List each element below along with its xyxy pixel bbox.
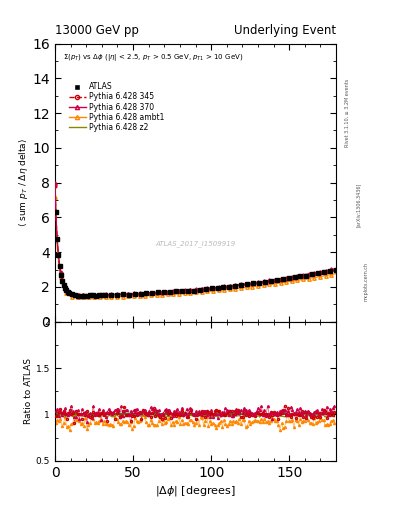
Text: [arXiv:1306.3436]: [arXiv:1306.3436] bbox=[356, 183, 361, 227]
Line: ATLAS: ATLAS bbox=[54, 210, 338, 297]
Text: $\Sigma(p_T)$ vs $\Delta\phi$ ($|\eta|$ < 2.5, $p_T$ > 0.5 GeV, $p_{T1}$ > 10 Ge: $\Sigma(p_T)$ vs $\Delta\phi$ ($|\eta|$ … bbox=[63, 52, 244, 63]
ATLAS bbox=[60, 278, 65, 284]
Y-axis label: $\langle$ sum $p_T$ / $\Delta\eta$ delta$\rangle$: $\langle$ sum $p_T$ / $\Delta\eta$ delta… bbox=[17, 138, 29, 227]
ATLAS bbox=[88, 292, 92, 298]
ATLAS bbox=[53, 209, 58, 215]
Text: ATLAS_2017_I1509919: ATLAS_2017_I1509919 bbox=[155, 241, 236, 247]
Text: Underlying Event: Underlying Event bbox=[234, 24, 336, 37]
X-axis label: $|\Delta\phi|$ [degrees]: $|\Delta\phi|$ [degrees] bbox=[155, 484, 236, 498]
ATLAS bbox=[292, 274, 297, 280]
Text: mcplots.cern.ch: mcplots.cern.ch bbox=[364, 262, 369, 301]
Y-axis label: Ratio to ATLAS: Ratio to ATLAS bbox=[24, 358, 33, 424]
ATLAS bbox=[197, 287, 202, 293]
ATLAS bbox=[334, 267, 338, 273]
ATLAS bbox=[79, 293, 83, 299]
Text: 13000 GeV pp: 13000 GeV pp bbox=[55, 24, 139, 37]
Legend: ATLAS, Pythia 6.428 345, Pythia 6.428 370, Pythia 6.428 ambt1, Pythia 6.428 z2: ATLAS, Pythia 6.428 345, Pythia 6.428 37… bbox=[67, 81, 165, 133]
ATLAS bbox=[156, 289, 161, 295]
Text: Rivet 3.1.10, ≥ 3.2M events: Rivet 3.1.10, ≥ 3.2M events bbox=[345, 78, 350, 147]
ATLAS bbox=[73, 292, 77, 298]
